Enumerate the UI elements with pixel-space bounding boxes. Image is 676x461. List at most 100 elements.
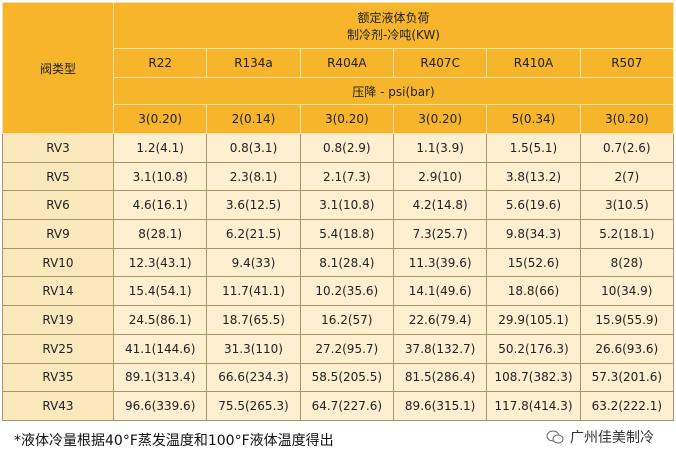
valve-type: RV9	[2, 219, 114, 249]
table-row: RV5 3.1(10.8) 2.3(8.1) 2.1(7.3) 2.9(10) 3.8(1…	[2, 161, 675, 192]
load-cell: 11.7(41.1)	[206, 276, 301, 307]
load-cell: 2.1(7.3)	[299, 161, 394, 192]
refrigerant-header: R134a	[206, 48, 301, 78]
load-cell: 81.5(286.4)	[392, 362, 488, 393]
table-row: RV25 41.1(144.6) 31.3(110) 27.2(95.7) 37.8(1…	[2, 333, 675, 364]
table-row: RV10 12.3(43.1) 9.4(33) 8.1(28.4) 11.3(39.6)…	[2, 247, 675, 278]
table-row: RV19 24.5(86.1) 18.7(65.5) 16.2(57) 22.6(79.…	[2, 305, 675, 335]
load-cell: 26.6(93.6)	[579, 333, 675, 364]
pressure-drop: 5(0.34)	[486, 104, 581, 134]
refrigerant-header: R507	[579, 48, 675, 78]
load-table: 阀类型 额定液体负荷 制冷剂-冷吨(KW) R22 R134a R404A R407C R41…	[2, 2, 675, 421]
load-title: 额定液体负荷 制冷剂-冷吨(KW)	[113, 2, 674, 49]
wechat-icon	[546, 430, 564, 444]
valve-type: RV10	[2, 247, 114, 278]
load-cell: 0.8(2.9)	[299, 133, 394, 163]
load-cell: 15.9(55.9)	[579, 305, 675, 335]
load-cell: 1.2(4.1)	[112, 133, 208, 163]
watermark-text: 广州佳美制冷	[570, 430, 654, 446]
load-cell: 117.8(414.3)	[486, 391, 581, 421]
load-cell: 2.9(10)	[392, 161, 488, 192]
load-cell: 96.6(339.6)	[112, 391, 208, 421]
footnote: *液体冷量根据40°F蒸发温度和100°F液体温度得出	[14, 433, 334, 449]
load-title-line: 制冷剂-冷吨(KW)	[346, 27, 440, 42]
valve-type: RV3	[2, 133, 114, 163]
valve-type: RV5	[2, 161, 114, 192]
load-cell: 0.8(3.1)	[206, 133, 301, 163]
pressure-drop: 3(0.20)	[299, 104, 394, 134]
valve-type: RV19	[2, 305, 114, 335]
load-cell: 63.2(222.1)	[579, 391, 675, 421]
load-cell: 4.2(14.8)	[392, 190, 488, 221]
type-header: 阀类型	[2, 2, 114, 134]
load-cell: 31.3(110)	[206, 333, 301, 364]
load-cell: 2(7)	[579, 161, 675, 192]
pressure-drop: 3(0.20)	[392, 104, 488, 134]
load-cell: 18.8(66)	[486, 276, 581, 307]
load-cell: 89.6(315.1)	[392, 391, 488, 421]
load-cell: 3.6(12.5)	[206, 190, 301, 221]
load-cell: 108.7(382.3)	[486, 362, 581, 393]
load-cell: 3(10.5)	[579, 190, 675, 221]
table-row: R22 R134a R404A R407C R410A R507	[3, 48, 675, 78]
load-cell: 4.6(16.1)	[112, 190, 208, 221]
table-row: RV14 15.4(54.1) 11.7(41.1) 10.2(35.6) 14.1(4…	[2, 276, 675, 307]
load-cell: 64.7(227.6)	[299, 391, 394, 421]
load-cell: 15(52.6)	[486, 247, 581, 278]
load-cell: 1.1(3.9)	[392, 133, 488, 163]
load-cell: 15.4(54.1)	[112, 276, 208, 307]
table-row: 压降 - psi(bar)	[3, 77, 674, 105]
load-cell: 1.5(5.1)	[486, 133, 581, 163]
load-cell: 18.7(65.5)	[206, 305, 301, 335]
load-cell: 89.1(313.4)	[112, 362, 208, 393]
load-cell: 57.3(201.6)	[579, 362, 675, 393]
table-row: RV6 4.6(16.1) 3.6(12.5) 3.1(10.8) 4.2(14.8) 5…	[2, 190, 675, 221]
load-cell: 7.3(25.7)	[392, 219, 488, 249]
load-title-line: 额定液体负荷	[357, 10, 430, 25]
load-cell: 8(28.1)	[112, 219, 208, 249]
load-cell: 9.4(33)	[206, 247, 301, 278]
load-cell: 0.7(2.6)	[579, 133, 675, 163]
table-row: RV9 8(28.1) 6.2(21.5) 5.4(18.8) 7.3(25.7) 9.8…	[2, 219, 675, 249]
valve-type: RV25	[2, 333, 114, 364]
load-cell: 16.2(57)	[299, 305, 394, 335]
load-cell: 22.6(79.4)	[392, 305, 488, 335]
valve-type: RV6	[2, 190, 114, 221]
load-cell: 3.1(10.8)	[299, 190, 394, 221]
load-cell: 5.4(18.8)	[299, 219, 394, 249]
load-cell: 37.8(132.7)	[392, 333, 488, 364]
table-row: RV3 1.2(4.1) 0.8(3.1) 0.8(2.9) 1.1(3.9) 1.5(5…	[2, 133, 675, 163]
valve-type: RV43	[2, 391, 114, 421]
load-cell: 5.6(19.6)	[486, 190, 581, 221]
load-cell: 12.3(43.1)	[112, 247, 208, 278]
load-cell: 27.2(95.7)	[299, 333, 394, 364]
valve-type: RV14	[2, 276, 114, 307]
load-cell: 66.6(234.3)	[206, 362, 301, 393]
load-cell: 3.8(13.2)	[486, 161, 581, 192]
load-cell: 8.1(28.4)	[299, 247, 394, 278]
watermark: 广州佳美制冷	[546, 427, 654, 447]
refrigerant-header: R404A	[299, 48, 394, 78]
pressure-drop: 2(0.14)	[206, 104, 301, 134]
pressure-drop: 3(0.20)	[112, 104, 208, 134]
refrigerant-header: R22	[112, 48, 208, 78]
refrigerant-header: R410A	[486, 48, 581, 78]
refrigerant-header: R407C	[392, 48, 488, 78]
load-cell: 24.5(86.1)	[112, 305, 208, 335]
load-cell: 75.5(265.3)	[206, 391, 301, 421]
load-cell: 29.9(105.1)	[486, 305, 581, 335]
table-row: 阀类型 额定液体负荷 制冷剂-冷吨(KW)	[2, 2, 674, 134]
load-cell: 10(34.9)	[579, 276, 675, 307]
table-row: RV43 96.6(339.6) 75.5(265.3) 64.7(227.6) 89.…	[2, 391, 675, 421]
load-cell: 11.3(39.6)	[392, 247, 488, 278]
load-cell: 3.1(10.8)	[112, 161, 208, 192]
load-cell: 58.5(205.5)	[299, 362, 394, 393]
load-cell: 10.2(35.6)	[299, 276, 394, 307]
load-cell: 8(28)	[579, 247, 675, 278]
load-cell: 5.2(18.1)	[579, 219, 675, 249]
load-cell: 14.1(49.6)	[392, 276, 488, 307]
load-cell: 6.2(21.5)	[206, 219, 301, 249]
valve-type: RV35	[2, 362, 114, 393]
pressure-drop-label: 压降 - psi(bar)	[113, 77, 674, 105]
